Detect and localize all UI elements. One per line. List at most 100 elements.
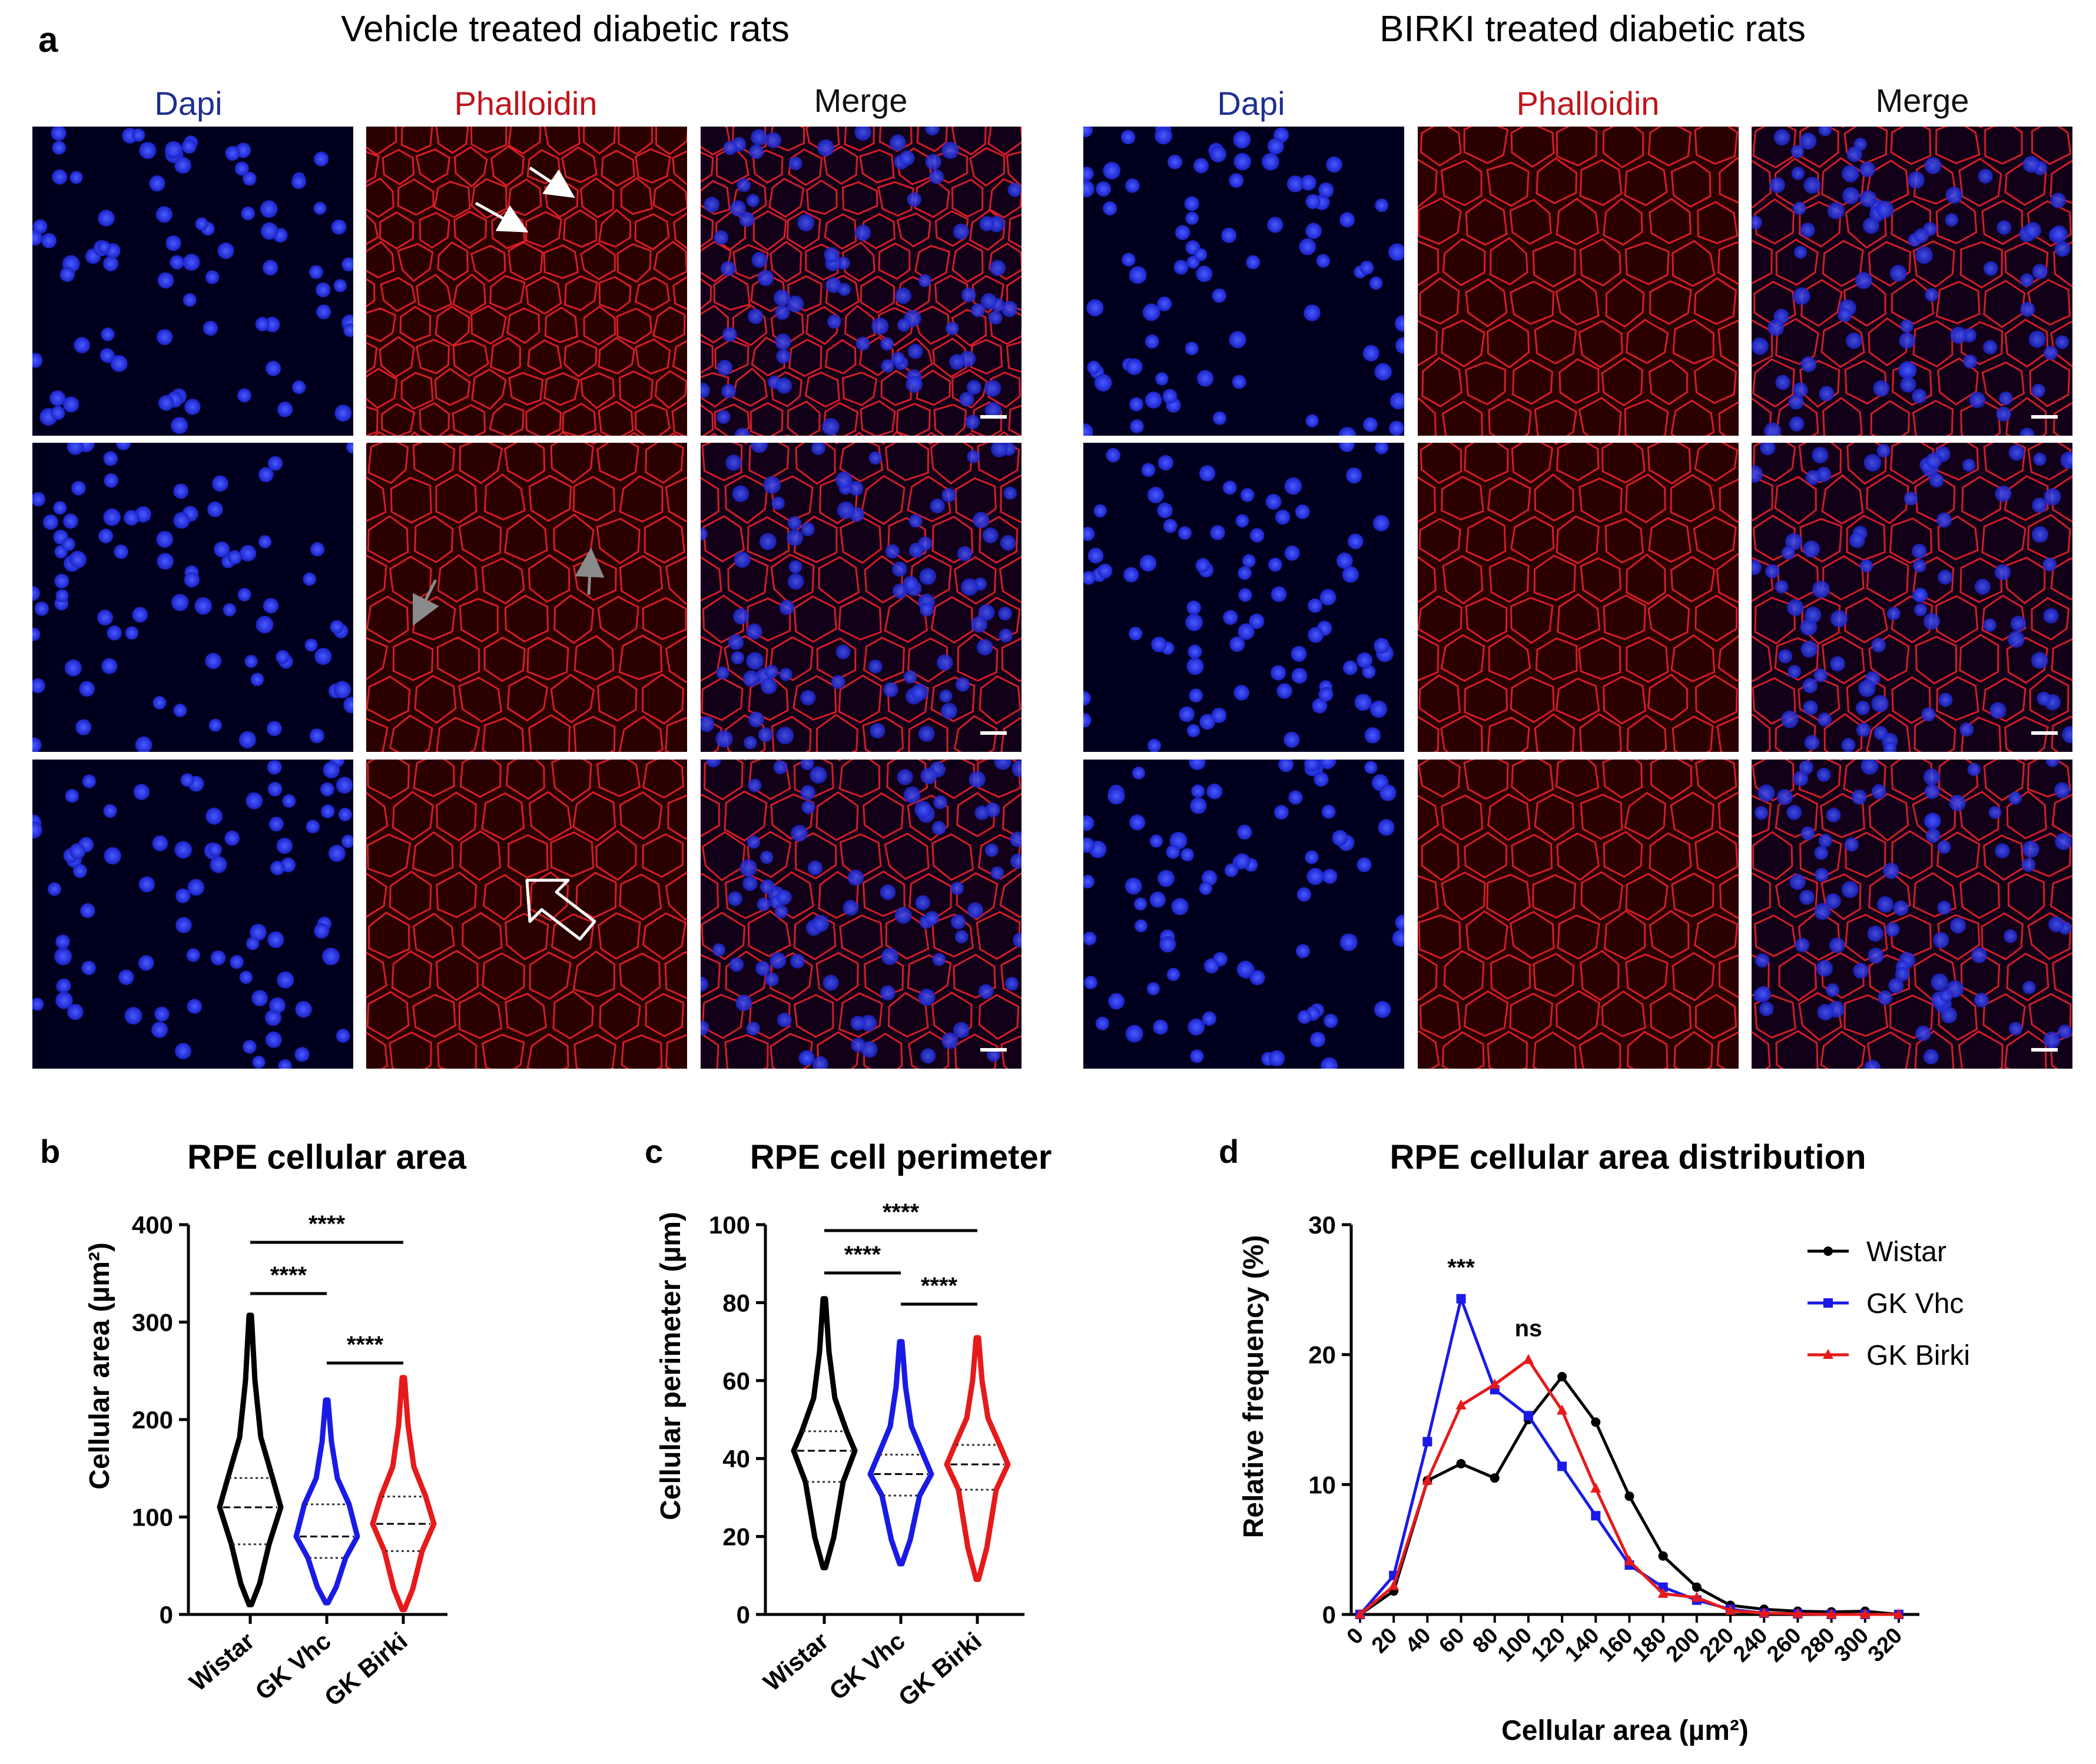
nucleus (41, 233, 57, 248)
nucleus (883, 682, 898, 698)
cell-outline (652, 306, 686, 343)
cell-outline (470, 178, 508, 219)
nucleus (1867, 926, 1883, 942)
cell-outline (1673, 1030, 1713, 1069)
nucleus (712, 943, 726, 957)
cell-outline (930, 596, 974, 644)
nucleus (1969, 392, 1986, 408)
nucleus (1298, 1010, 1312, 1024)
nucleus (151, 1022, 168, 1038)
nucleus (855, 336, 870, 351)
nucleus (1212, 411, 1227, 425)
cell-outline (380, 277, 417, 313)
cell-outline (1752, 397, 1772, 436)
cell-outline (932, 337, 967, 378)
cell-outline (644, 1073, 686, 1120)
tile-background (1083, 760, 1404, 1069)
cell-outline (787, 400, 821, 436)
nucleus (1983, 340, 1998, 354)
nucleus (984, 380, 1001, 397)
nucleus (1800, 826, 1815, 841)
nucleus (1929, 473, 1944, 488)
cell-outline (1649, 910, 1690, 959)
nucleus (1883, 863, 1899, 879)
cell-outline (1752, 677, 1796, 725)
cell-outline (616, 243, 652, 283)
cell-outline (1650, 760, 1693, 800)
cell-outline (1007, 86, 1039, 120)
nucleus (1826, 983, 1840, 997)
nucleus (1859, 161, 1876, 177)
nucleus (1191, 784, 1205, 798)
nucleus (1097, 563, 1113, 579)
y-tick-label: 100 (709, 1211, 750, 1239)
cell-outline (1486, 873, 1531, 921)
cell-outline (366, 637, 389, 681)
nucleus (1803, 177, 1821, 194)
nucleus (1873, 726, 1888, 740)
nucleus (895, 287, 911, 304)
cell-outline (1843, 597, 1889, 644)
cell-outline (1419, 994, 1461, 1039)
nucleus (1859, 559, 1873, 573)
nucleus (173, 512, 190, 529)
cell-outline (1510, 676, 1555, 724)
cell-outline (482, 952, 526, 1001)
cell-outline (701, 1032, 719, 1069)
nucleus (1229, 331, 1246, 349)
nucleus (1240, 488, 1255, 502)
nucleus (701, 716, 715, 732)
nucleus (1939, 989, 1954, 1003)
nucleus (2019, 427, 2035, 436)
cell-outline (1913, 713, 1956, 752)
nucleus (748, 778, 762, 793)
cell-outline (308, 85, 341, 121)
nucleus (217, 242, 234, 259)
nucleus (1755, 806, 1769, 820)
nucleus (751, 443, 768, 453)
nucleus (258, 535, 272, 549)
nucleus (2022, 981, 2036, 994)
nucleus (133, 784, 150, 800)
nucleus (47, 882, 61, 896)
nucleus (292, 380, 306, 394)
nucleus (1153, 1019, 1168, 1035)
cell-outline (2074, 996, 2096, 1039)
nucleus (1392, 930, 1404, 947)
cell-outline (2006, 636, 2049, 684)
nucleus (965, 415, 980, 430)
cell-outline (1441, 1031, 1485, 1069)
cell-outline (1752, 760, 1795, 802)
cell-outline (1023, 834, 1064, 879)
scale-bar (2031, 415, 2058, 419)
nucleus (1912, 389, 1927, 404)
nucleus (807, 860, 823, 876)
cell-outline (1752, 127, 1797, 169)
cell-outline (1774, 637, 1819, 681)
nucleus (1364, 761, 1378, 774)
nucleus (1995, 843, 2010, 858)
nucleus (903, 786, 921, 804)
scale-bar (2031, 731, 2058, 735)
cell-outline (1023, 752, 1063, 801)
cell-outline (2077, 834, 2096, 879)
cell-outline (505, 913, 549, 960)
nucleus (2022, 155, 2040, 173)
cell-outline (391, 950, 433, 999)
nucleus (139, 142, 157, 159)
cell-outline (654, 370, 687, 409)
tile-content (1418, 760, 1739, 1069)
cell-outline (572, 950, 616, 997)
nucleus (309, 728, 324, 744)
nucleus (1126, 358, 1143, 376)
data-point (1422, 1437, 1432, 1447)
cell-outline (914, 177, 950, 218)
cell-outline (1719, 478, 1739, 523)
nucleus (1301, 175, 1316, 191)
cell-outline (550, 443, 594, 484)
nucleus (982, 528, 999, 543)
data-point (1859, 1609, 1871, 1619)
cell-outline (1981, 594, 2027, 641)
cell-outline (1418, 1030, 1440, 1069)
cell-outline (412, 993, 456, 1038)
